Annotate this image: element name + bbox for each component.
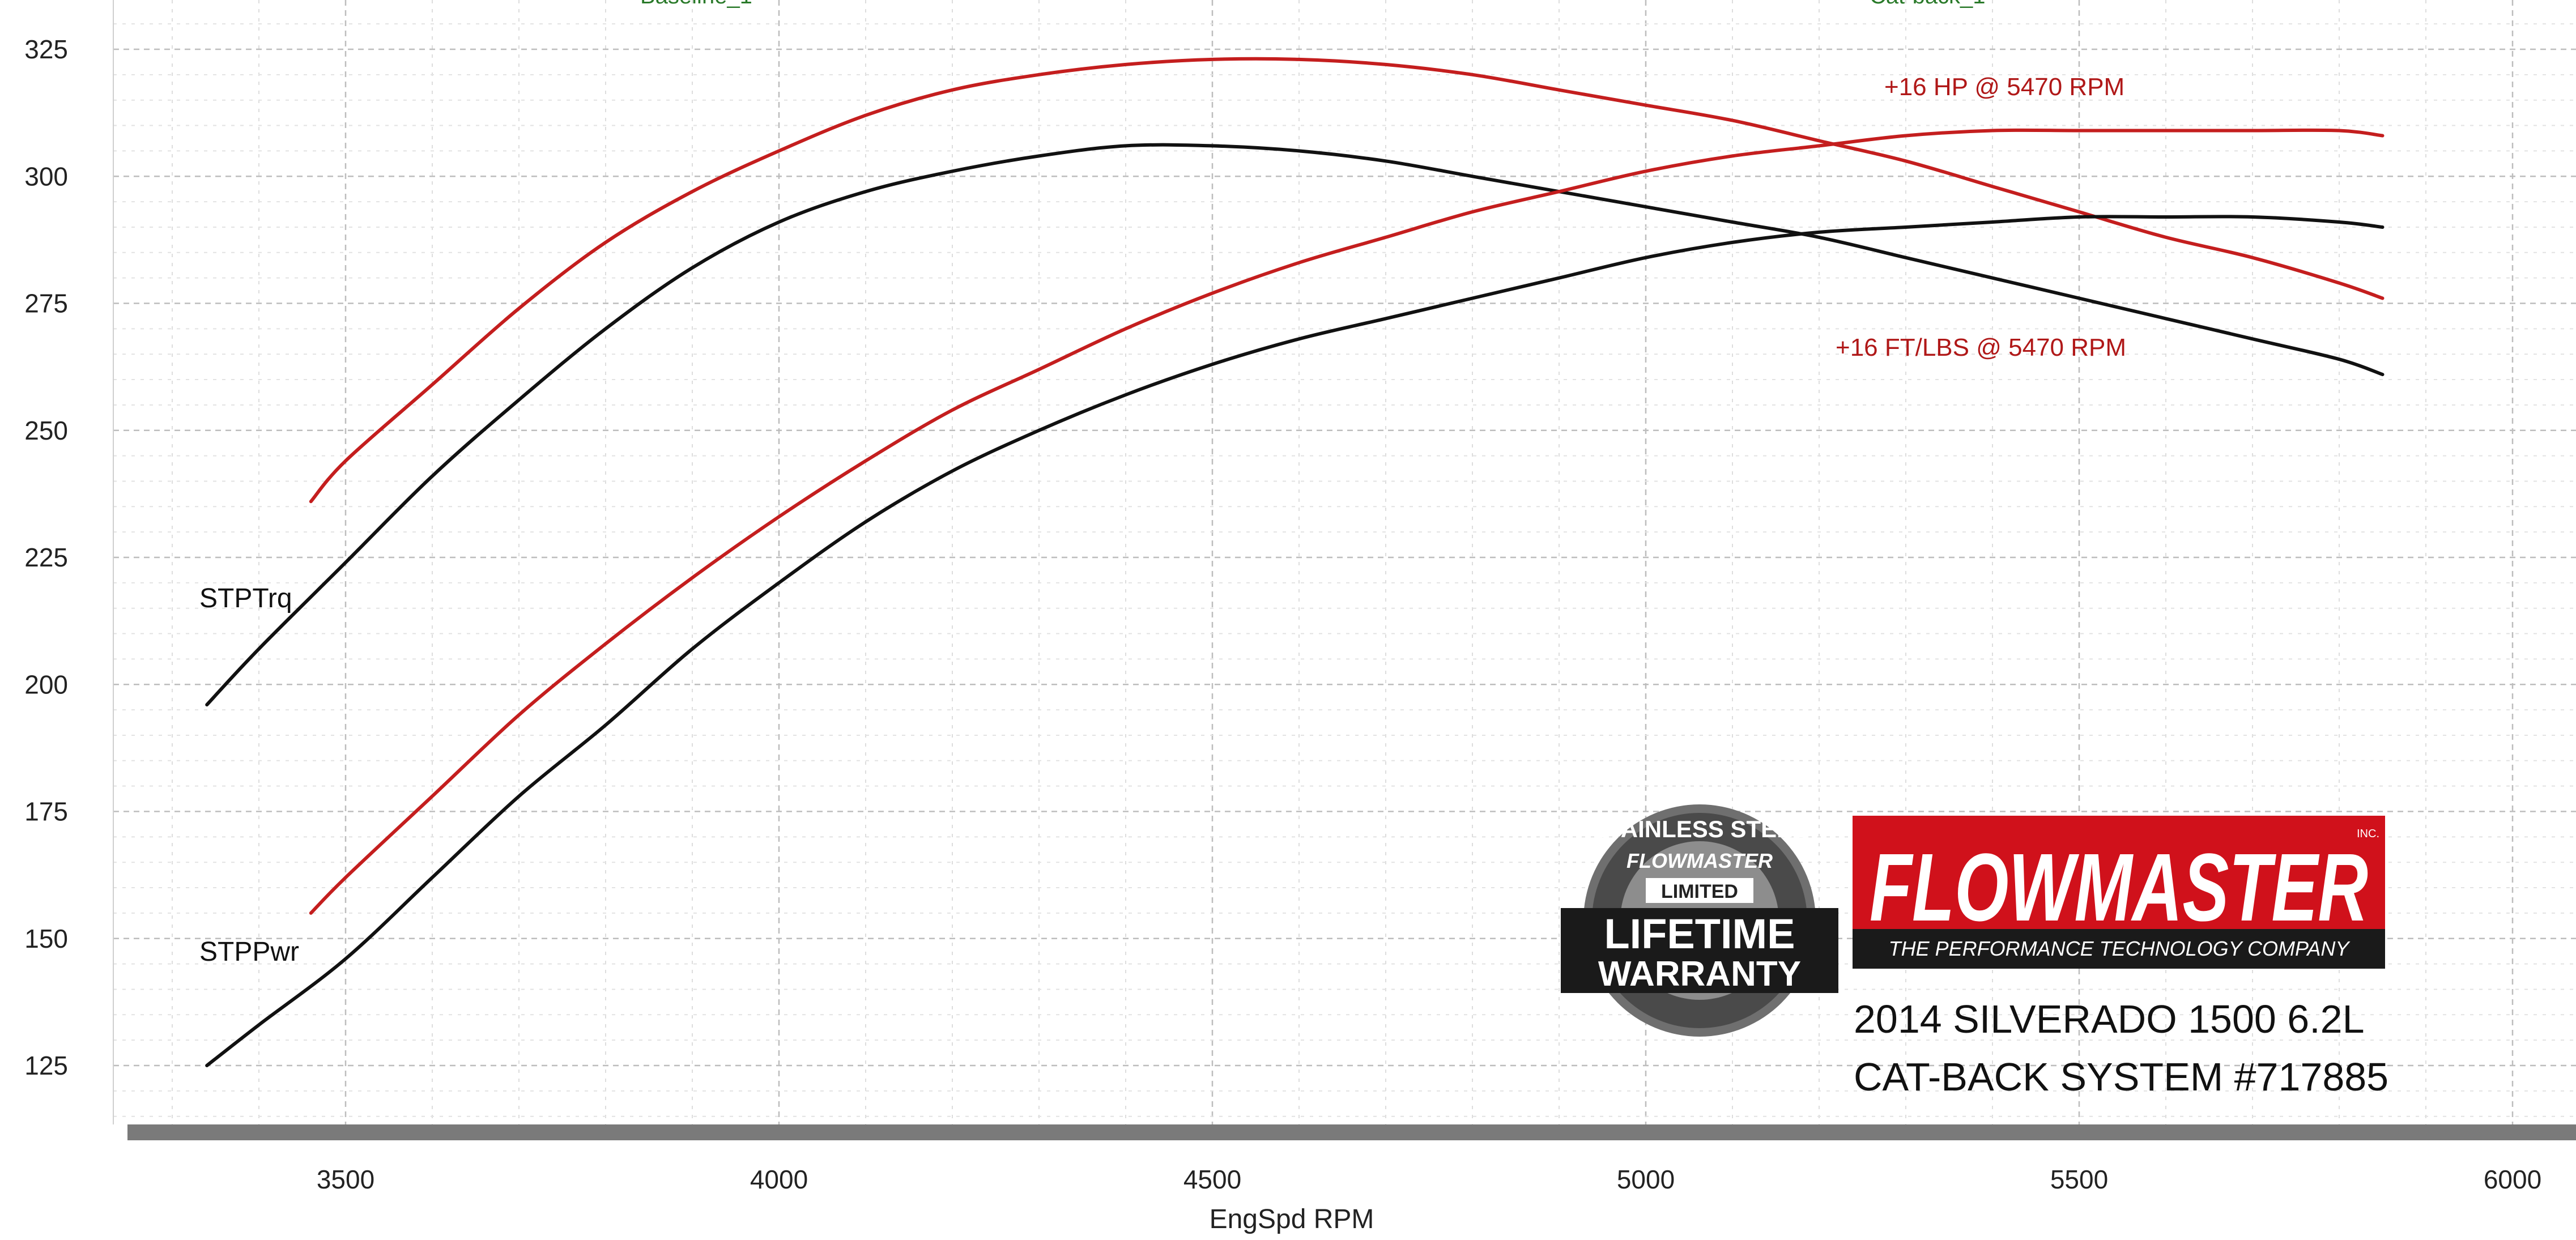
baseline-series-line-2 xyxy=(205,215,2385,1067)
badge-limited: LIMITED xyxy=(1661,881,1738,902)
y-tick-label: 300 xyxy=(24,161,68,191)
x-tick-label: 4500 xyxy=(1183,1165,1241,1194)
partial-legend-baseline: Baseline_1 xyxy=(640,0,752,8)
x-tick-label: 5000 xyxy=(1617,1165,1675,1194)
logo-tagline: THE PERFORMANCE TECHNOLOGY COMPANY xyxy=(1889,937,2351,960)
x-tick-label: 5500 xyxy=(2050,1165,2108,1194)
y-tick-label: 225 xyxy=(24,543,68,572)
badge-lifetime: LIFETIME xyxy=(1604,910,1795,957)
x-tick-labels: 3500 4000 4500 5000 5500 6000 xyxy=(317,1165,2541,1194)
hp-gain-annotation: +16 HP @ 5470 RPM xyxy=(1884,73,2124,101)
series-lines xyxy=(205,57,2385,1067)
badge-arc-text: STAINLESS STEEL xyxy=(1592,816,1807,842)
badge-warranty: WARRANTY xyxy=(1598,954,1801,994)
x-tick-label: 4000 xyxy=(750,1165,808,1194)
system-title: CAT-BACK SYSTEM #717885 xyxy=(1854,1055,2388,1099)
x-tick-label: 6000 xyxy=(2484,1165,2541,1194)
y-tick-label: 250 xyxy=(24,416,68,445)
model-title: 2014 SILVERADO 1500 6.2L xyxy=(1854,997,2365,1041)
badge-brand: FLOWMASTER xyxy=(1627,849,1773,872)
power-series-label: STPPwr xyxy=(199,937,299,967)
catback-series-line-3 xyxy=(309,128,2385,915)
y-tick-label: 150 xyxy=(24,924,68,953)
torque-series-label: STPTrq xyxy=(199,583,292,613)
grid xyxy=(113,0,2576,1124)
x-tick-label: 3500 xyxy=(317,1165,374,1194)
baseline-series-line-0 xyxy=(205,143,2385,707)
y-tick-label: 325 xyxy=(24,35,68,64)
catback-series-line-1 xyxy=(309,57,2385,504)
partial-legend-catback: Cat-back_1 xyxy=(1870,0,1986,8)
torque-gain-annotation: +16 FT/LBS @ 5470 RPM xyxy=(1836,334,2126,361)
y-tick-label: 200 xyxy=(24,670,68,699)
warranty-badge: STAINLESS STEEL FLOWMASTER LIMITED LIFET… xyxy=(1561,804,1838,1037)
y-tick-labels: 125 150 175 200 225 250 275 300 325 xyxy=(24,35,68,1080)
flowmaster-logo: FLOWMASTER INC. THE PERFORMANCE TECHNOLO… xyxy=(1853,816,2385,969)
y-tick-label: 175 xyxy=(24,797,68,826)
x-axis-bar xyxy=(113,0,2576,1140)
logo-brand: FLOWMASTER xyxy=(1870,834,2368,941)
y-tick-label: 125 xyxy=(24,1051,68,1080)
x-axis-rule xyxy=(127,1124,2576,1140)
y-tick-label: 275 xyxy=(24,289,68,318)
x-axis-title: EngSpd RPM xyxy=(1210,1204,1374,1234)
logo-inc: INC. xyxy=(2357,828,2379,840)
